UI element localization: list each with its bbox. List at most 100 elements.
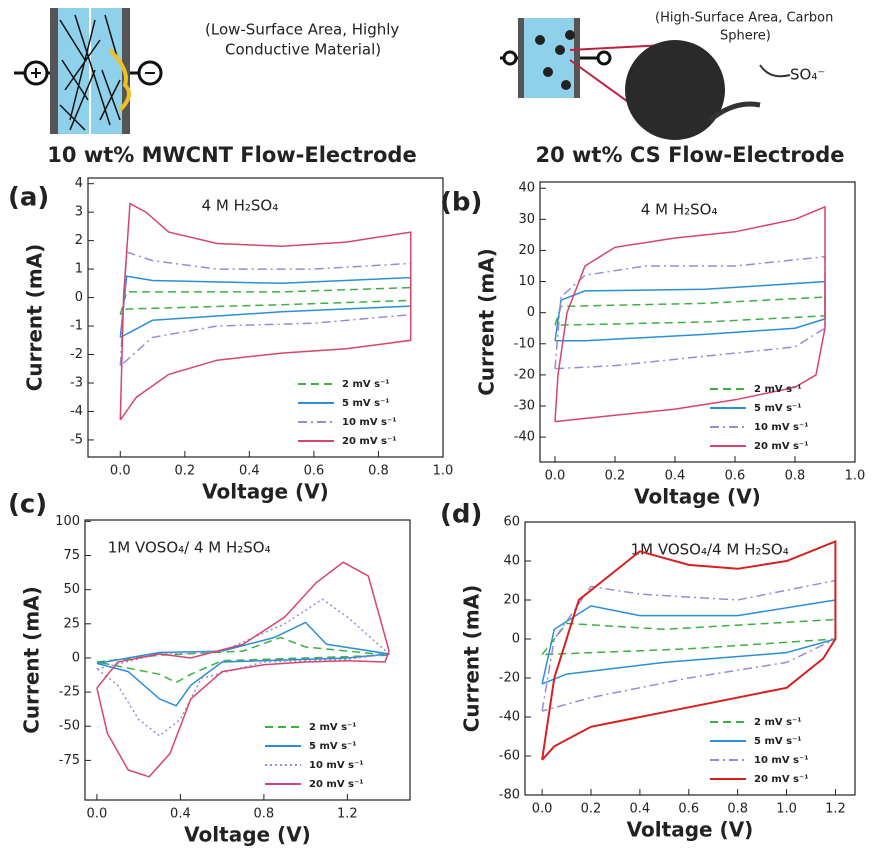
y-tick-label: 40 [503,554,520,569]
y-tick-label: 1 [75,262,83,277]
cv-curve [541,540,837,761]
y-tick-label: 30 [518,212,535,227]
x-tick-label: 1.0 [776,802,797,817]
x-tick-label: 0.0 [532,802,553,817]
x-tick-label: 0.8 [368,464,389,479]
y-tick-label: 20 [518,243,535,258]
y-tick-label: 2 [75,233,83,248]
y-tick-label: 50 [63,582,80,597]
y-tick-label: -4 [70,404,83,419]
legend-label: 2 mV s⁻¹ [754,717,802,728]
y-tick-label: 0 [72,650,80,665]
y-axis-title: Current (mA) [20,586,44,734]
legend-label: 10 mV s⁻¹ [342,417,397,428]
x-tick-label: 0.4 [665,469,686,484]
y-tick-label: -20 [514,367,535,382]
x-tick-label: 0.0 [87,807,108,822]
x-tick-label: 0.6 [725,469,746,484]
y-tick-label: 100 [55,514,80,529]
mwcnt-illustration [14,8,163,134]
cv-curve [554,205,826,423]
y-tick-label: 0 [527,305,535,320]
x-tick-label: 0.4 [630,802,651,817]
heading: 10 wt% MWCNT Flow-Electrode [47,143,416,167]
legend-label: 10 mV s⁻¹ [309,760,364,771]
legend-label: 20 mV s⁻¹ [754,441,809,452]
y-tick-label: 3 [75,205,83,220]
cv-curve [119,202,412,421]
y-tick-label: -30 [514,399,535,414]
ion-label: SO₄⁻ [790,66,825,84]
panel-label: (a) [8,183,49,213]
x-tick-label: 0.0 [545,469,566,484]
x-tick-label: 0.4 [239,464,260,479]
legend-label: 2 mV s⁻¹ [754,384,802,395]
y-tick-label: -80 [499,788,520,803]
plot-frame [539,181,856,463]
cv-curve [119,250,412,367]
y-tick-label: -2 [70,347,83,362]
x-tick-label: 0.6 [678,802,699,817]
y-tick-label: 0 [75,290,83,305]
y-tick-label: -10 [514,336,535,351]
caption-line: (Low-Surface Area, Highly [205,21,399,39]
panel-label: (b) [440,188,482,218]
x-axis-title: Voltage (V) [184,823,311,847]
y-tick-label: -50 [59,719,80,734]
legend-label: 5 mV s⁻¹ [342,398,390,409]
cv-curve [119,275,412,339]
x-tick-label: 0.4 [170,807,191,822]
x-tick-label: 1.2 [825,802,846,817]
panel-label: (c) [8,490,47,520]
cv-curve [541,579,837,712]
caption-line: (High-Surface Area, Carbon [655,11,833,26]
y-tick-label: -1 [70,319,83,334]
x-tick-label: 0.2 [174,464,195,479]
legend-label: 20 mV s⁻¹ [342,436,397,447]
caption-line: Conductive Material) [225,41,381,59]
y-axis-title: Current (mA) [475,248,499,396]
legend-label: 10 mV s⁻¹ [754,755,809,766]
cv-curve [541,618,837,656]
legend-label: 5 mV s⁻¹ [309,741,357,752]
y-tick-label: -25 [59,685,80,700]
y-axis-title: Current (mA) [23,244,47,392]
cv-curve [96,621,390,707]
annotation: 4 M H₂SO₄ [202,197,279,215]
y-tick-label: 60 [503,515,520,530]
annotation: 1M VOSO₄/ 4 M H₂SO₄ [108,539,271,557]
x-tick-label: 0.2 [605,469,626,484]
y-tick-label: -20 [499,671,520,686]
y-tick-label: -40 [514,430,535,445]
y-tick-label: -3 [70,375,83,390]
y-tick-label: -40 [499,710,520,725]
annotation: 1M VOSO₄/4 M H₂SO₄ [631,541,789,559]
x-tick-label: 0.2 [581,802,602,817]
legend-label: 2 mV s⁻¹ [342,379,390,390]
x-tick-label: 0.8 [727,802,748,817]
heading: 20 wt% CS Flow-Electrode [536,143,845,167]
cv-curve [541,599,837,685]
y-tick-label: -60 [499,749,520,764]
x-tick-label: 1.0 [845,469,866,484]
y-axis-title: Current (mA) [460,585,484,733]
legend-label: 2 mV s⁻¹ [309,722,357,733]
y-tick-label: -75 [59,753,80,768]
cs-illustration [500,18,791,140]
y-tick-label: 40 [518,181,535,196]
cv-curve [554,255,826,370]
legend-label: 10 mV s⁻¹ [754,422,809,433]
y-tick-label: 75 [63,548,80,563]
x-tick-label: 0.8 [785,469,806,484]
caption-line: Sphere) [720,29,771,44]
plot-frame [524,521,856,796]
x-tick-label: 0.6 [304,464,325,479]
x-tick-label: 1.2 [337,807,358,822]
cv-curve [119,286,412,316]
plot-frame [87,177,444,458]
panel-label: (d) [440,500,482,530]
legend-label: 20 mV s⁻¹ [309,779,364,790]
y-tick-label: -5 [70,432,83,447]
legend-label: 5 mV s⁻¹ [754,736,802,747]
